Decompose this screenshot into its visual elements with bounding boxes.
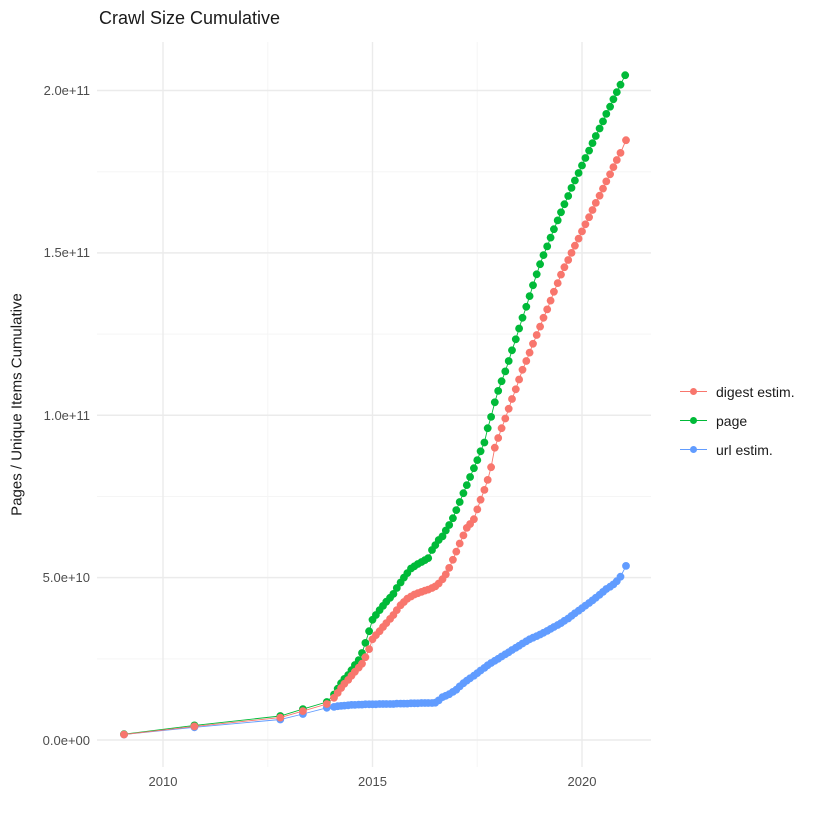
legend-label: digest estim. [716,383,795,400]
y-tick-label: 2.0e+11 [43,83,90,98]
series-page [120,71,630,739]
y-tick-label: 0.0e+00 [42,732,90,748]
x-tick-label: 2010 [148,774,178,789]
x-tick-label: 2015 [358,774,387,789]
gridlines [97,42,651,767]
legend: digest estim. page url estim. [680,377,795,464]
y-tick-label: 1.5e+11 [43,245,90,261]
legend-item-digest-estim: digest estim. [680,377,795,406]
series-url-estim- [120,562,630,739]
y-tick-label: 1.0e+11 [43,407,90,423]
legend-item-page: page [680,406,795,435]
legend-item-url-estim: url estim. [680,435,795,464]
series-digest-estim- [120,136,630,739]
series-points [120,562,630,739]
series-points [120,71,630,739]
chart-title: Crawl Size Cumulative [99,8,281,28]
legend-key-point-icon [680,445,707,455]
x-tick-label: 2020 [567,774,597,789]
series-line [123,565,627,735]
y-axis-title: Pages / Unique Items Cumulative [8,293,26,516]
legend-key-point-icon [680,387,707,397]
y-tick-label: 5.0e+10 [42,570,90,586]
series-points [120,136,630,739]
legend-key-point-icon [680,416,707,426]
legend-label: page [716,412,748,429]
legend-label: url estim. [716,441,773,458]
